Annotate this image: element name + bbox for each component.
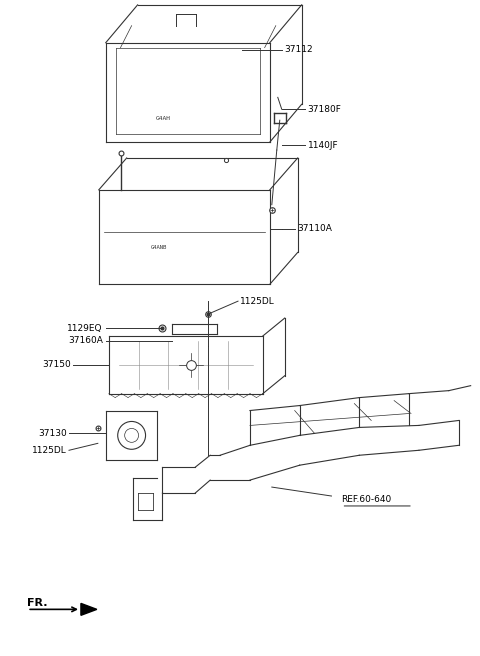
Text: G4ANB: G4ANB <box>151 245 167 251</box>
Text: 37110A: 37110A <box>298 224 333 233</box>
Text: 1140JF: 1140JF <box>308 140 338 150</box>
Text: 37112: 37112 <box>285 45 313 54</box>
Text: 1125DL: 1125DL <box>32 446 67 455</box>
Polygon shape <box>81 604 97 615</box>
Text: 1125DL: 1125DL <box>240 297 275 306</box>
Text: 37160A: 37160A <box>68 337 103 346</box>
Text: REF.60-640: REF.60-640 <box>341 495 392 504</box>
Text: G4AH: G4AH <box>156 116 171 121</box>
Text: 37130: 37130 <box>38 429 67 438</box>
Text: 37150: 37150 <box>42 360 71 369</box>
Text: FR.: FR. <box>27 598 48 608</box>
Text: 37180F: 37180F <box>308 105 341 113</box>
Text: 1129EQ: 1129EQ <box>67 323 103 333</box>
